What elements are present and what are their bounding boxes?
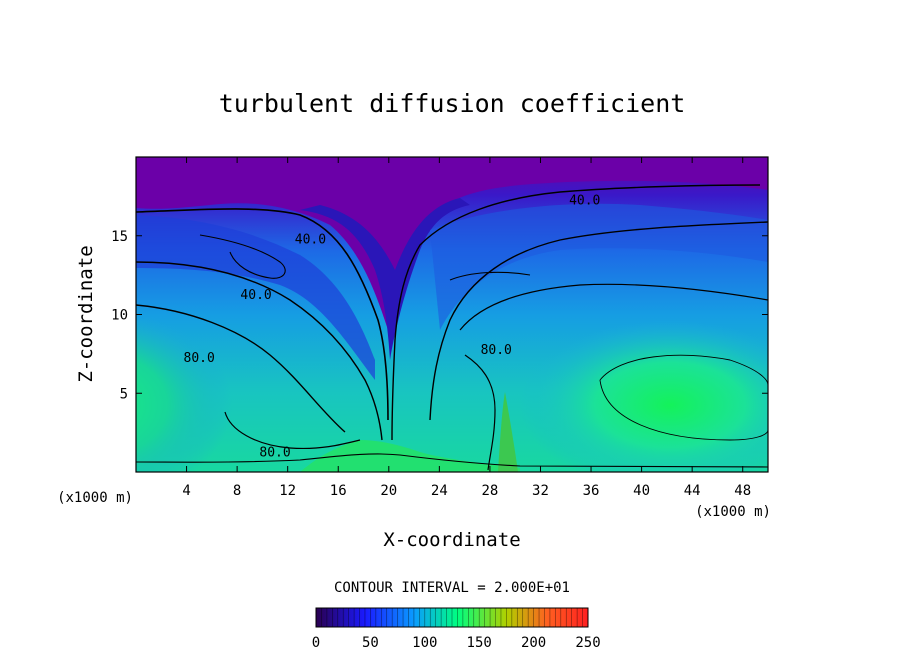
x-axis: 4 8 12 16 20 24 28 32 36 40 44 48 xyxy=(182,157,751,499)
contour-labels: 40.0 40.0 40.0 80.0 80.0 80.0 xyxy=(184,193,601,460)
plot-area: 40.0 40.0 40.0 80.0 80.0 80.0 xyxy=(136,157,768,472)
contour-value-label: 40.0 xyxy=(569,193,600,208)
y-axis-unit: (x1000 m) xyxy=(57,490,133,506)
y-tick-label: 15 xyxy=(111,229,128,245)
surface-green-streak xyxy=(498,392,518,472)
y-axis: 5 10 15 xyxy=(111,229,768,402)
x-tick-label: 28 xyxy=(481,483,498,499)
x-tick-label: 44 xyxy=(684,483,701,499)
x-axis-unit: (x1000 m) xyxy=(695,504,771,520)
contour-value-label: 40.0 xyxy=(295,233,326,248)
contour-interval-label: CONTOUR INTERVAL = 2.000E+01 xyxy=(334,580,570,596)
y-tick-label: 10 xyxy=(111,308,128,324)
x-tick-label: 40 xyxy=(633,483,650,499)
x-tick-label: 48 xyxy=(734,483,751,499)
x-tick-label: 24 xyxy=(431,483,448,499)
left-green-cell xyxy=(136,315,310,472)
chart-title: turbulent diffusion coefficient xyxy=(219,89,686,118)
x-tick-label: 16 xyxy=(330,483,347,499)
colorbar-tick-label: 150 xyxy=(467,635,492,651)
left-blue-band xyxy=(136,215,375,380)
x-tick-label: 12 xyxy=(279,483,296,499)
contour-value-label: 80.0 xyxy=(184,351,215,366)
x-axis-title: X-coordinate xyxy=(383,529,520,551)
x-tick-label: 20 xyxy=(380,483,397,499)
colorbar-bands xyxy=(321,608,583,627)
contour-value-label: 40.0 xyxy=(240,288,271,303)
upper-purple-region xyxy=(136,157,768,330)
x-tick-label: 8 xyxy=(233,483,241,499)
contour-value-label: 80.0 xyxy=(259,445,290,460)
colorbar-ticks: 0 50 100 150 200 250 xyxy=(312,635,601,651)
right-green-cell xyxy=(520,320,768,472)
colorbar-tick-label: 100 xyxy=(412,635,437,651)
colorbar-tick-label: 200 xyxy=(521,635,546,651)
contour-value-label: 80.0 xyxy=(481,343,512,358)
colorbar-tick-label: 50 xyxy=(362,635,379,651)
y-tick-label: 5 xyxy=(120,386,128,402)
x-tick-label: 36 xyxy=(583,483,600,499)
colorbar: 0 50 100 150 200 250 xyxy=(312,607,601,651)
x-tick-label: 32 xyxy=(532,483,549,499)
colorbar-tick-label: 250 xyxy=(575,635,600,651)
x-tick-label: 4 xyxy=(182,483,190,499)
right-blue-band xyxy=(430,203,768,330)
colorbar-tick-label: 0 xyxy=(312,635,320,651)
contour-lines xyxy=(136,184,768,471)
central-dark-region xyxy=(300,198,470,360)
y-axis-title: Z-coordinate xyxy=(75,245,97,382)
